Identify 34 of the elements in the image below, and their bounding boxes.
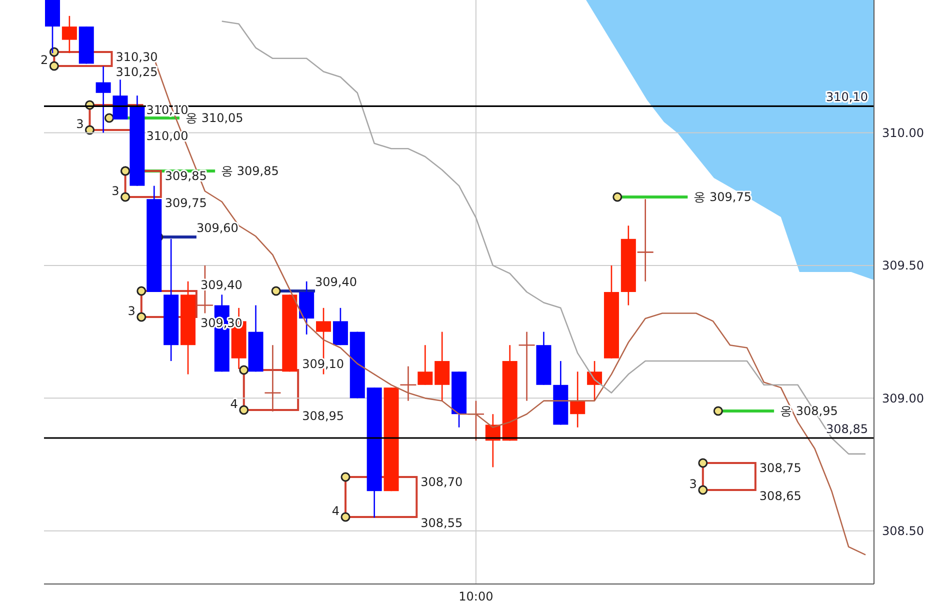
y-tick-label: 309.50: [882, 258, 924, 273]
y-tick-label: 308.50: [882, 524, 924, 538]
annotation: 옹 308,95: [780, 404, 838, 418]
ref-line-label: 308,85: [826, 422, 868, 436]
annotation: 3: [689, 477, 697, 491]
annotation: 2: [40, 53, 48, 67]
annotation: 4: [332, 504, 340, 518]
annotation: 308,55: [420, 516, 463, 530]
annotation: 4: [230, 397, 238, 411]
candlestick: [587, 360, 602, 402]
y-tick-label: 309.00: [882, 391, 924, 406]
candlestick: [434, 331, 450, 402]
annotation: 309,60: [196, 221, 238, 235]
candlestick: [62, 15, 77, 54]
annotation: 308,75: [759, 461, 802, 475]
x-tick-label: 10:00: [458, 590, 494, 604]
annotation: 3: [112, 184, 120, 198]
annotation: 309,40: [315, 275, 358, 289]
annotation: 310,25: [116, 65, 158, 79]
annotation: 3: [76, 117, 84, 131]
annotation: 옹 309,75: [694, 190, 752, 204]
candlestick: [570, 370, 586, 428]
annotation: 3: [128, 304, 136, 318]
annotation: 310,30: [116, 50, 158, 64]
annotation: 308,65: [759, 489, 802, 503]
annotation: 옹 309,85: [221, 164, 279, 178]
candlestick: [332, 307, 348, 346]
annotation: 308,95: [302, 409, 344, 423]
ref-line-label: 310,10: [826, 90, 868, 104]
candlestick: [418, 344, 433, 386]
annotation: 309,30: [200, 316, 242, 330]
y-tick-label: 310.00: [882, 126, 924, 140]
annotation: 308,70: [420, 475, 463, 489]
annotation: 309,75: [164, 196, 207, 210]
